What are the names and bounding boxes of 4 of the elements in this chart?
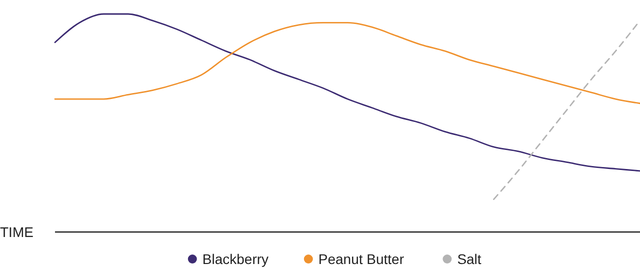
legend-label: Peanut Butter bbox=[318, 251, 404, 267]
legend-label: Blackberry bbox=[202, 251, 269, 267]
x-axis-title: TIME bbox=[0, 224, 34, 240]
legend-label: Salt bbox=[457, 251, 482, 267]
